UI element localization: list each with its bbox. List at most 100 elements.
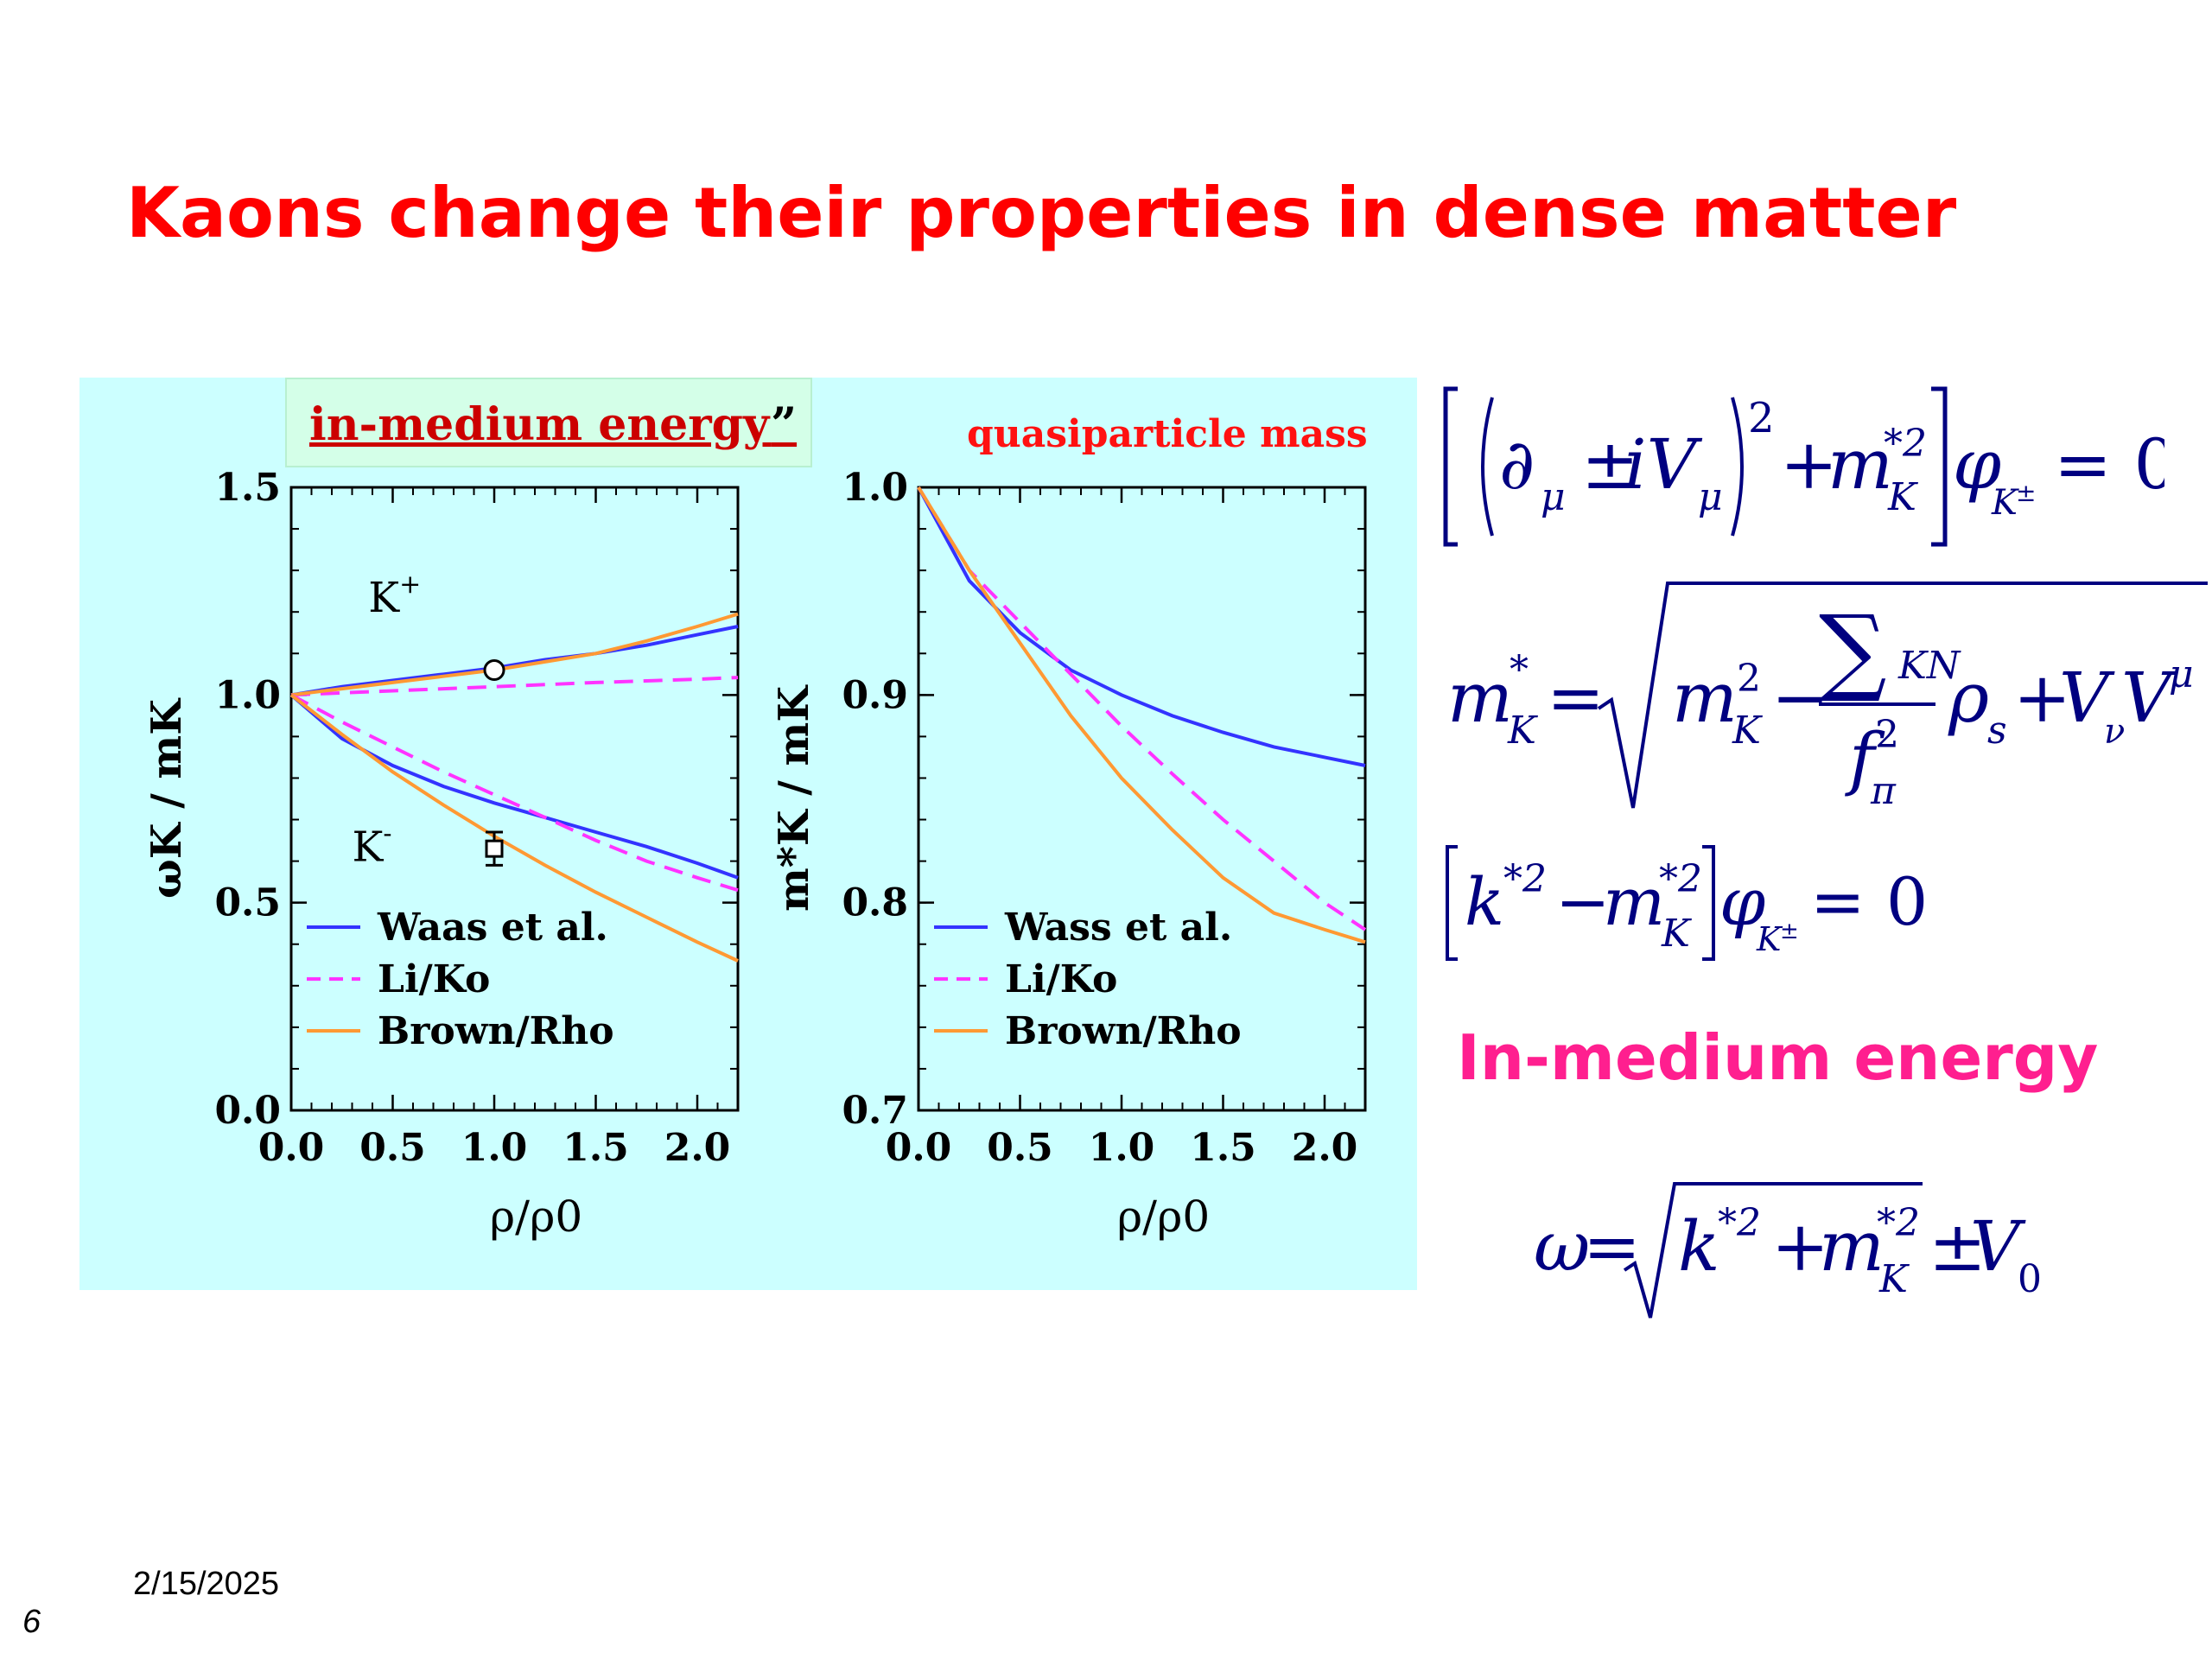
energy-x-tick-label: 0.5 [359, 1126, 426, 1170]
svg-text:+: + [2013, 658, 2071, 738]
energy-figure-label: in-medium energy” [309, 398, 798, 451]
kminus-annotation: K- [353, 819, 392, 872]
slide-title: Kaons change their properties in dense m… [126, 173, 1957, 253]
svg-text:m: m [1819, 1206, 1885, 1287]
svg-text:m: m [1672, 658, 1738, 738]
svg-text:*2: *2 [1884, 422, 1927, 466]
svg-text:m: m [1603, 863, 1665, 940]
svg-text:±: ± [1780, 918, 1799, 944]
energy-y-axis-label: ωK / mK [143, 697, 191, 899]
energy-y-tick-label: 1.5 [214, 466, 281, 510]
energy-series-waas-et-al--kplus-line [290, 625, 739, 697]
svg-text:±: ± [1581, 424, 1639, 505]
svg-text:= 0: = 0 [2054, 424, 2164, 505]
svg-text:K: K [1887, 475, 1918, 519]
figure-panel: in-medium energy” quasiparticle mass 0.0… [79, 378, 1417, 1290]
svg-text:μ: μ [1541, 475, 1566, 519]
svg-text:*2: *2 [1877, 1201, 1920, 1245]
equation-dispersion: k *2 − m *2 K φ K ± = 0 [1446, 845, 1928, 961]
energy-x-tick-label: 0.0 [258, 1126, 325, 1170]
svg-text:K: K [1661, 912, 1692, 956]
equation-energy: ω = k *2 + m *2 K ± V 0 [1534, 1182, 2042, 1319]
energy-legend-label: Li/Ko [378, 957, 490, 1001]
svg-text:K: K [1878, 1257, 1910, 1301]
svg-text:+: + [1771, 1206, 1829, 1287]
svg-text:k: k [1678, 1206, 1719, 1287]
svg-text:∑: ∑ [1819, 594, 1887, 705]
energy-series-brown-rho-kminus-line [289, 693, 739, 963]
svg-text:K: K [1756, 920, 1783, 958]
svg-text:m: m [1827, 424, 1893, 505]
mass-x-tick-label: 0.0 [886, 1126, 952, 1170]
svg-text:0: 0 [2018, 1257, 2042, 1301]
energy-x-tick-label: 2.0 [664, 1126, 731, 1170]
energy-x-axis-label: ρ/ρ0 [490, 1192, 582, 1242]
svg-text:ω: ω [1534, 1206, 1590, 1287]
kplus-annotation: K+ [368, 569, 421, 622]
energy-legend-label: Brown/Rho [378, 1009, 614, 1053]
svg-text:K: K [1507, 709, 1538, 753]
energy-y-tick-label: 0.5 [214, 881, 281, 925]
energy-x-tick-label: 1.5 [563, 1126, 629, 1170]
kminus-annotation-sup: - [383, 819, 391, 849]
mass-series-brown-rho-line [917, 486, 1366, 944]
svg-text:2: 2 [1875, 713, 1899, 757]
mass-x-axis-label: ρ/ρ0 [1117, 1192, 1210, 1242]
svg-text:=: = [1583, 1206, 1641, 1287]
mass-y-tick-label: 0.7 [842, 1089, 908, 1133]
energy-x-tick-label: 1.0 [461, 1126, 528, 1170]
svg-text:V: V [2121, 658, 2177, 738]
svg-text:∂: ∂ [1499, 424, 1535, 505]
energy-series-li-ko-kplus-line [290, 676, 739, 697]
mass-y-tick-label: 0.8 [842, 881, 908, 925]
mass-y-tick-label: 1.0 [842, 466, 908, 510]
svg-text:*2: *2 [1503, 857, 1547, 901]
kaon-plots: 0.0 0.5 1.0 1.5 2.0 0.0 0.5 1.0 1.5 ρ/ρ0 ωK / mK Wa… [143, 466, 1367, 1242]
svg-text:=: = [1547, 658, 1605, 738]
mass-legend-label: Wass et al. [1004, 906, 1232, 950]
in-medium-energy-heading: In-medium energy [1457, 1021, 2099, 1094]
svg-text:ν: ν [2104, 712, 2125, 752]
svg-text:π: π [1870, 769, 1897, 813]
svg-text:2: 2 [1748, 394, 1775, 442]
energy-y-tick-label: 1.0 [214, 673, 281, 717]
slide-number: 6 [22, 1604, 41, 1640]
svg-text:φ: φ [1719, 863, 1765, 940]
kplus-annotation-sup: + [399, 569, 421, 600]
svg-text:±: ± [2016, 479, 2036, 507]
mass-legend-label: Li/Ko [1005, 957, 1117, 1001]
energy-series-li-ko-kminus-line [290, 693, 739, 893]
data-point-circle [483, 658, 505, 681]
mass-x-tick-label: 1.5 [1190, 1126, 1256, 1170]
svg-text:−: − [1555, 863, 1611, 940]
slide-date: 2/15/2025 [133, 1566, 280, 1602]
svg-text:s: s [1987, 709, 2007, 753]
mass-x-tick-label: 0.5 [987, 1126, 1053, 1170]
svg-text:V: V [2059, 658, 2115, 738]
energy-y-tick-label: 0.0 [214, 1089, 281, 1133]
energy-series-brown-rho-kplus-line [290, 612, 739, 697]
energy-legend-label: Waas et al. [377, 906, 608, 950]
svg-text:K: K [1991, 483, 2019, 523]
label-box [285, 378, 812, 467]
mass-legend-label: Brown/Rho [1005, 1009, 1242, 1053]
svg-text:*: * [1510, 648, 1529, 692]
svg-text:K: K [1732, 709, 1763, 753]
mass-y-tick-label: 0.9 [842, 673, 908, 717]
svg-text:−: − [1771, 658, 1829, 738]
mass-x-tick-label: 1.0 [1089, 1126, 1155, 1170]
svg-text:μ: μ [2169, 652, 2194, 696]
equation-klein-gordon: ∂ μ ± iV μ 2 + m *2 K φ K ± = 0 [1443, 386, 2164, 547]
mass-series-wass-et-al--line [917, 486, 1366, 767]
svg-text:2: 2 [1737, 657, 1761, 701]
svg-text:= 0: = 0 [1810, 863, 1928, 940]
mass-series-li-ko-line [917, 486, 1367, 931]
mass-y-axis-label: m*K / mK [770, 684, 818, 912]
svg-text:±: ± [1929, 1206, 1986, 1287]
svg-text:φ: φ [1953, 424, 2001, 505]
data-point-square [485, 839, 504, 858]
svg-text:KN: KN [1897, 644, 1961, 688]
mass-figure-label: quasiparticle mass [967, 412, 1368, 456]
svg-text:m: m [1447, 658, 1513, 738]
svg-text:iV: iV [1624, 424, 1703, 505]
